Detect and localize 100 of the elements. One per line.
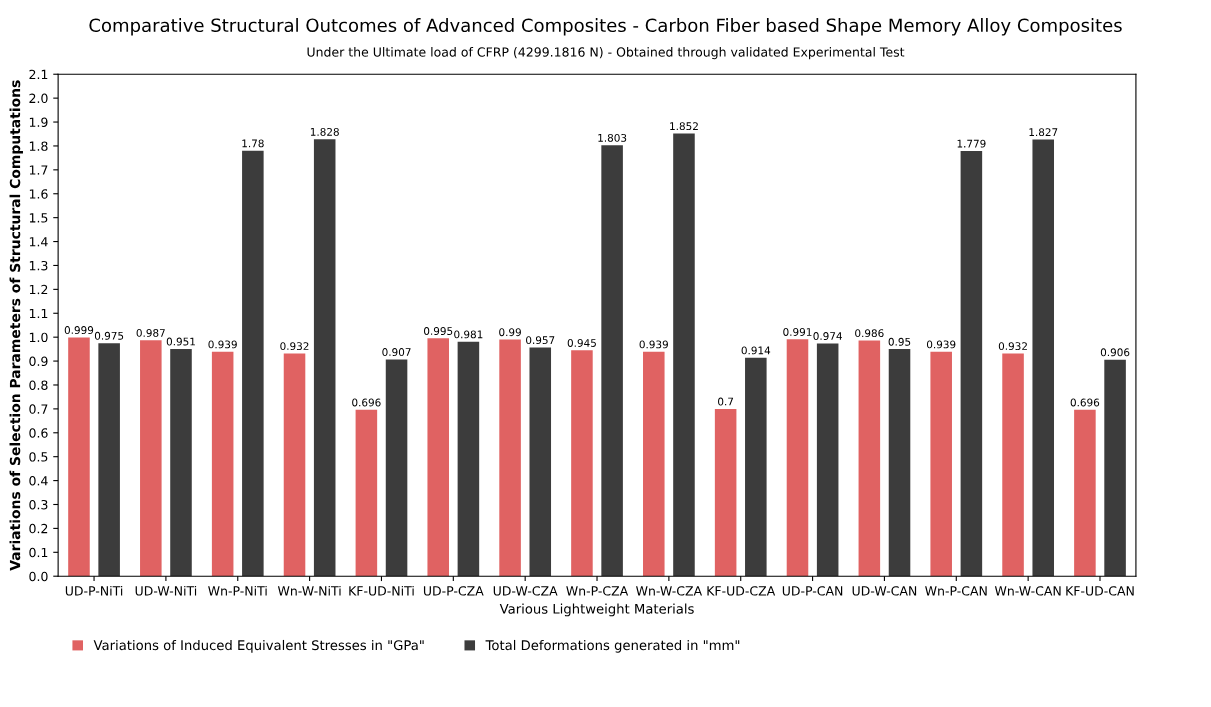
y-tick-label: 1.7	[29, 165, 48, 175]
bar	[242, 150, 264, 577]
x-tick-label: UD-W-NiTi	[135, 585, 197, 596]
y-tick-label: 0.7	[29, 404, 48, 414]
y-tick-label: 1.4	[29, 237, 48, 247]
bar	[1032, 139, 1055, 577]
data-label: 0.939	[926, 340, 956, 349]
data-label: 0.906	[1100, 348, 1130, 357]
legend-label: Total Deformations generated in "mm"	[485, 639, 740, 653]
data-label: 0.99	[499, 328, 521, 337]
data-label: 0.951	[166, 337, 195, 346]
y-axis-title: Variations of Selection Parameters of Structural Computations	[9, 80, 23, 571]
bar	[313, 139, 336, 577]
data-label: 0.932	[998, 342, 1027, 351]
y-tick-label: 0.2	[29, 523, 48, 534]
bar	[714, 408, 737, 577]
data-label: 0.986	[855, 329, 884, 338]
bar	[68, 337, 90, 577]
y-tick-label: 1.6	[29, 189, 48, 199]
bar	[745, 357, 767, 577]
data-label: 0.696	[352, 398, 381, 407]
legend-label: Variations of Induced Equivalent Stresses in "GPa"	[93, 639, 424, 653]
bar	[211, 351, 234, 577]
bar	[673, 133, 695, 577]
x-tick-label: UD-W-CZA	[493, 586, 558, 596]
x-tick-label: KF-UD-CZA	[707, 586, 776, 596]
bar	[140, 340, 162, 577]
x-tick-label: Wn-W-CAN	[994, 586, 1061, 596]
y-tick-label: 1.3	[29, 260, 48, 271]
bar	[170, 348, 192, 577]
data-label: 0.991	[783, 328, 812, 336]
bar	[457, 341, 480, 577]
x-tick-label: UD-P-NiTi	[65, 585, 123, 596]
data-label: 0.95	[888, 337, 911, 346]
y-tick-label: 1.5	[29, 213, 48, 223]
bar	[601, 145, 623, 577]
x-tick-label: Wn-P-CAN	[925, 586, 987, 596]
y-tick-label: 1.0	[29, 332, 48, 343]
y-tick-label: 0.4	[29, 476, 48, 486]
y-tick-label: 2.0	[29, 93, 48, 104]
bar	[571, 350, 593, 577]
y-tick-label: 1.2	[29, 284, 48, 295]
x-tick-label: KF-UD-CAN	[1066, 586, 1134, 596]
y-tick-label: 1.8	[29, 141, 48, 151]
data-label: 0.995	[424, 327, 453, 335]
chart-title: Comparative Structural Outcomes of Advanced Composites - Carbon Fiber based Shape Memory Alloy Composites	[89, 18, 1122, 36]
x-tick-label: UD-P-CAN	[782, 586, 843, 596]
y-tick-label: 0.3	[29, 499, 48, 510]
x-tick-label: Wn-P-CZA	[566, 586, 629, 596]
bar	[283, 353, 306, 577]
y-tick-label: 0.0	[29, 571, 48, 582]
bar	[385, 359, 408, 577]
y-tick-label: 0.8	[29, 380, 48, 390]
y-tick-label: 1.9	[29, 117, 48, 127]
data-label: 1.779	[957, 139, 986, 148]
bar	[786, 339, 809, 577]
x-tick-label: UD-P-CZA	[423, 586, 484, 596]
data-label: 0.945	[567, 339, 596, 347]
data-label: 0.696	[1070, 398, 1100, 407]
bar	[427, 338, 450, 577]
y-tick-label: 2.1	[29, 69, 48, 79]
bar	[529, 347, 552, 577]
data-label: 0.907	[382, 348, 411, 356]
data-label: 0.932	[280, 342, 309, 351]
y-tick-label: 1.1	[29, 308, 48, 319]
data-label: 0.939	[639, 340, 668, 349]
bar	[499, 339, 521, 577]
x-tick-label: KF-UD-NiTi	[349, 585, 414, 596]
y-tick-label: 0.6	[29, 428, 48, 438]
x-tick-label: UD-W-CAN	[852, 586, 917, 596]
bar	[1074, 409, 1096, 577]
y-tick-label: 0.9	[29, 356, 48, 366]
bar	[355, 409, 378, 577]
x-tick-label: Wn-W-NiTi	[277, 585, 341, 596]
x-tick-label: Wn-P-NiTi	[208, 585, 267, 596]
bar	[858, 340, 881, 577]
data-label: 0.987	[136, 328, 165, 337]
data-label: 1.827	[1029, 128, 1058, 137]
bar	[643, 351, 665, 577]
bar	[888, 349, 911, 577]
data-label: 0.957	[526, 336, 555, 345]
data-label: 0.981	[454, 330, 483, 339]
data-label: 1.78	[242, 139, 264, 148]
bar	[960, 150, 983, 577]
chart-subtitle: Under the Ultimate load of CFRP (4299.1816 N) - Obtained through validated Experimental Test	[307, 47, 905, 60]
data-label: 0.914	[741, 346, 771, 355]
data-label: 0.939	[208, 340, 237, 349]
y-tick-label: 0.5	[29, 452, 48, 462]
bar	[1104, 359, 1126, 577]
y-tick-label: 0.1	[29, 547, 48, 558]
data-label: 1.828	[310, 127, 339, 136]
data-label: 1.852	[670, 122, 698, 131]
bar	[1002, 353, 1024, 577]
data-label: 0.974	[813, 332, 842, 340]
x-tick-label: Wn-W-CZA	[636, 586, 703, 596]
data-label: 0.975	[94, 331, 124, 340]
data-label: 0.999	[64, 326, 94, 334]
data-label: 0.7	[718, 397, 734, 406]
bar	[98, 343, 120, 577]
data-label: 1.803	[598, 133, 627, 142]
